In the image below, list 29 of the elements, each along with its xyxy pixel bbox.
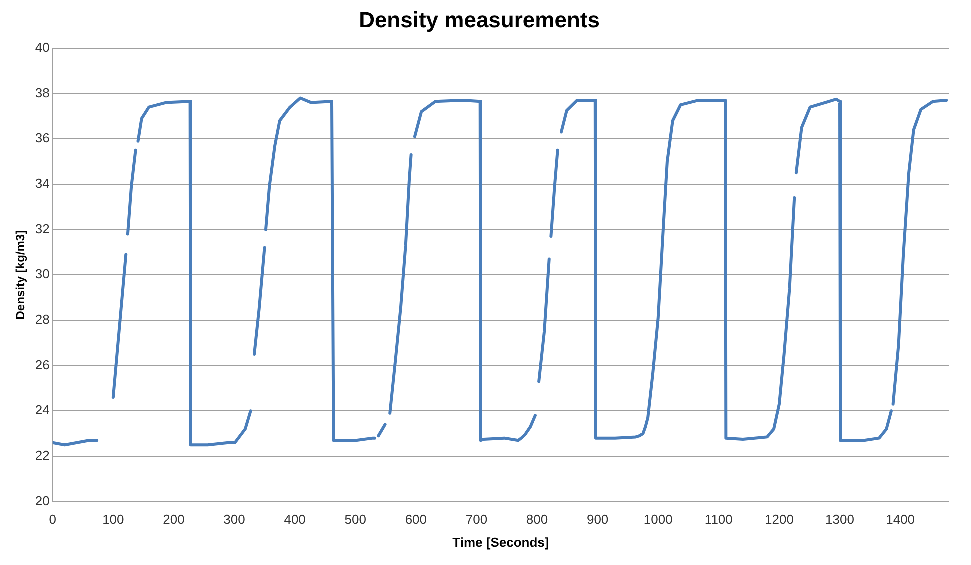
y-tick-label: 32 [35, 221, 50, 236]
x-tick-label: 300 [224, 512, 246, 528]
y-tick-label: 26 [35, 357, 50, 372]
x-tick-label: 0 [49, 512, 56, 528]
x-axis-title: Time [Seconds] [452, 534, 550, 550]
y-tick-label: 36 [35, 130, 50, 146]
y-tick-label: 38 [35, 85, 50, 100]
x-tick-label: 1400 [886, 512, 916, 528]
x-tick-label: 400 [284, 512, 306, 528]
x-tick-label: 600 [405, 512, 428, 528]
y-tick-label: 24 [35, 402, 50, 418]
y-tick-label: 22 [35, 448, 50, 464]
x-tick-label: 1200 [765, 512, 794, 528]
x-tick-label: 800 [526, 512, 548, 528]
y-tick-label: 30 [35, 266, 50, 282]
x-tick-label: 100 [102, 512, 124, 528]
x-tick-label: 700 [466, 512, 488, 528]
x-tick-label: 500 [344, 512, 366, 528]
y-tick-label: 40 [35, 40, 50, 55]
x-tick-label: 900 [586, 512, 609, 528]
x-tick-label: 1300 [826, 512, 854, 528]
x-tick-label: 1100 [704, 512, 733, 528]
y-tick-label: 20 [35, 493, 50, 508]
y-axis-title: Density [kg/m3] [14, 230, 28, 320]
chart-title: Density measurements [359, 7, 600, 32]
x-tick-label: 1000 [644, 512, 673, 528]
x-tick-label: 200 [163, 512, 185, 528]
y-tick-label: 34 [35, 176, 50, 191]
y-tick-label: 28 [35, 312, 50, 328]
